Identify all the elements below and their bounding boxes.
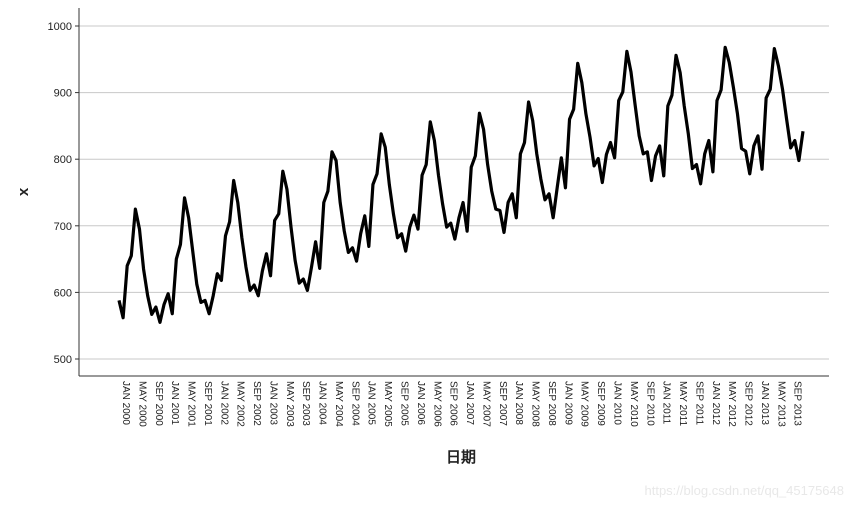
x-tick-labels: JAN 2000 MAY 2000 SEP 2000 JAN 2001 MAY 2001… (120, 381, 803, 427)
x-tick-label: SEP 2006 (448, 381, 459, 426)
x-tick-label: MAY 2010 (628, 381, 639, 427)
y-tick-label: 900 (54, 88, 72, 100)
x-tick-label: SEP 2008 (546, 381, 557, 426)
x-tick-label: MAY 2008 (530, 381, 541, 427)
x-tick-label: MAY 2006 (431, 381, 442, 427)
axes (78, 8, 829, 377)
x-tick-label: JAN 2010 (611, 381, 622, 425)
x-tick-label: JAN 2007 (464, 381, 475, 425)
x-tick-label: SEP 2012 (743, 381, 754, 426)
x-tick-label: MAY 2011 (677, 381, 688, 426)
x-tick-label: JAN 2003 (267, 381, 278, 425)
x-tick-label: SEP 2009 (595, 381, 606, 426)
x-tick-label: SEP 2003 (300, 381, 311, 426)
x-tick-label: MAY 2007 (480, 381, 491, 427)
x-tick-label: MAY 2013 (775, 381, 786, 427)
x-tick-label: MAY 2001 (186, 381, 197, 427)
series (117, 45, 805, 324)
x-tick-label: JAN 2004 (317, 381, 328, 425)
x-tick-label: SEP 2004 (349, 381, 360, 426)
x-tick-label: MAY 2000 (136, 381, 147, 427)
x-tick-label: SEP 2007 (497, 381, 508, 426)
x-tick-label: JAN 2008 (513, 381, 524, 425)
x-tick-label: JAN 2009 (562, 381, 573, 425)
y-tick-labels: 500 600 700 800 900 1000 (48, 21, 79, 366)
series-line (117, 45, 805, 324)
x-tick-label: SEP 2010 (644, 381, 655, 426)
y-tick-label: 800 (54, 154, 72, 166)
x-tick-label: MAY 2009 (579, 381, 590, 427)
x-tick-label: SEP 2000 (153, 381, 164, 426)
x-tick-label: MAY 2005 (382, 381, 393, 427)
x-tick-label: JAN 2005 (366, 381, 377, 425)
x-tick-label: JAN 2012 (710, 381, 721, 425)
x-tick-label: JAN 2002 (218, 381, 229, 425)
x-tick-label: SEP 2011 (693, 381, 704, 426)
x-tick-label: JAN 2000 (120, 381, 131, 425)
y-tick-label: 500 (54, 354, 72, 366)
x-tick-label: SEP 2005 (399, 381, 410, 426)
x-tick-label: MAY 2012 (726, 381, 737, 427)
x-axis-title: 日期 (446, 448, 476, 466)
x-tick-label: MAY 2003 (284, 381, 295, 427)
x-tick-label: SEP 2001 (202, 381, 213, 426)
y-tick-label: 600 (54, 287, 72, 299)
watermark-text: https://blog.csdn.net/qq_45175648 (644, 483, 845, 498)
y-axis-title: x (15, 187, 32, 196)
grid (79, 25, 829, 360)
x-tick-label: SEP 2013 (792, 381, 803, 426)
y-tick-label: 700 (54, 221, 72, 233)
x-tick-label: JAN 2001 (169, 381, 180, 425)
x-tick-label: MAY 2004 (333, 381, 344, 427)
x-tick-label: SEP 2002 (251, 381, 262, 426)
x-tick-label: JAN 2006 (415, 381, 426, 425)
x-tick-label: JAN 2013 (759, 381, 770, 425)
y-tick-label: 1000 (48, 21, 72, 33)
x-tick-label: JAN 2011 (661, 381, 672, 425)
x-tick-label: MAY 2002 (235, 381, 246, 427)
